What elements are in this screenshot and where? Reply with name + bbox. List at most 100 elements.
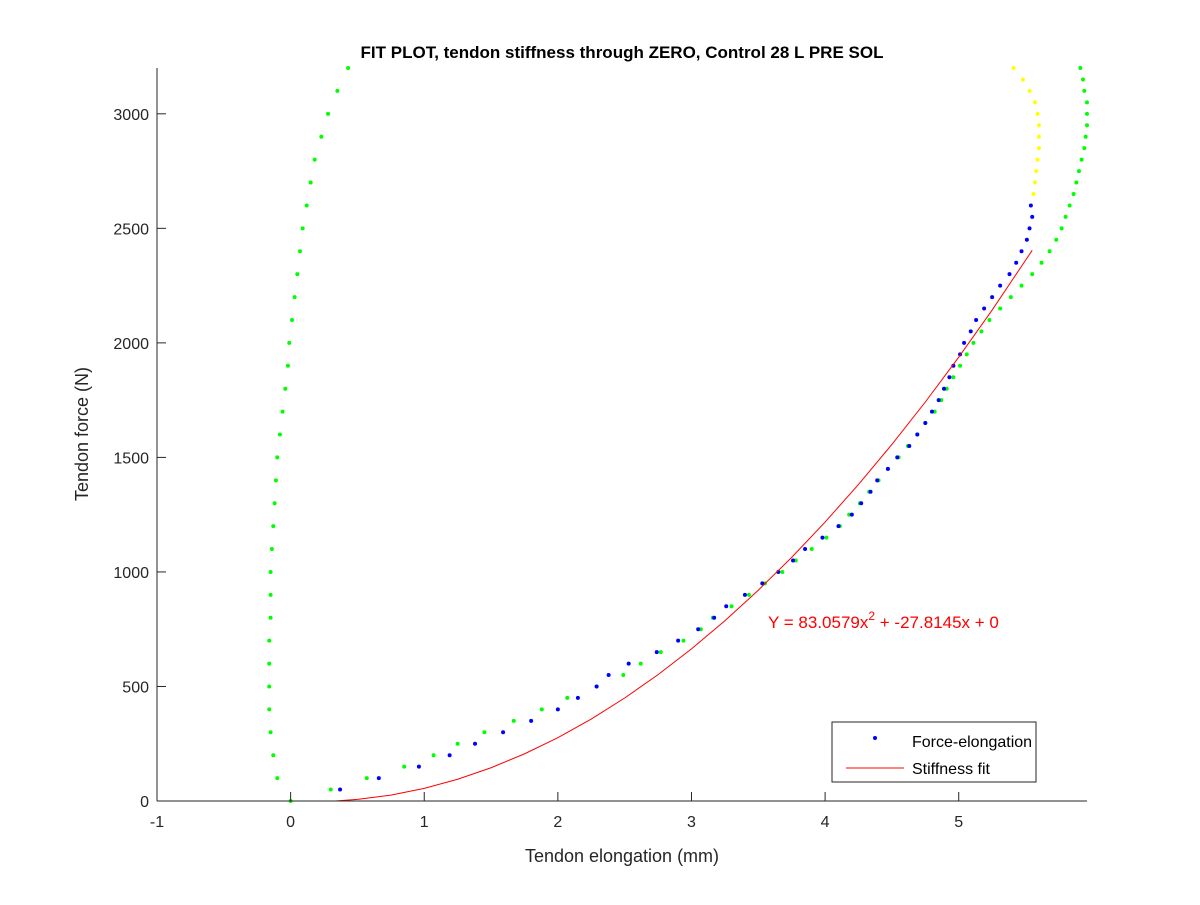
data-point [971, 340, 976, 345]
data-point [1028, 203, 1033, 208]
data-point [346, 66, 351, 70]
data-point [859, 501, 864, 506]
data-point [1035, 157, 1040, 162]
data-point [1036, 123, 1041, 128]
data-point [312, 157, 317, 162]
data-point [885, 466, 890, 471]
data-point [529, 718, 534, 723]
data-point [431, 753, 436, 758]
y-axis-label: Tendon force (N) [72, 367, 92, 501]
data-point [875, 478, 880, 483]
data-point [930, 409, 934, 414]
data-point [1071, 191, 1076, 196]
data-point [1030, 214, 1035, 219]
data-point [1076, 169, 1081, 174]
data-point [376, 776, 381, 781]
data-point [297, 249, 302, 254]
data-point [621, 673, 626, 678]
data-point [836, 524, 841, 529]
data-point [1034, 169, 1039, 174]
data-point [809, 547, 814, 552]
data-point [1031, 191, 1036, 196]
data-point [1036, 146, 1041, 151]
data-point [658, 650, 663, 655]
legend: Force-elongation Stiffness fit [831, 721, 1037, 783]
data-point [696, 627, 701, 632]
legend-swatch [873, 736, 877, 740]
data-point [1039, 260, 1044, 265]
x-tick-label: 1 [420, 814, 429, 831]
data-point [895, 455, 900, 460]
data-point [267, 684, 272, 689]
data-point [565, 695, 570, 700]
data-point [1027, 88, 1032, 93]
data-point [269, 547, 274, 552]
data-point [729, 604, 734, 609]
data-point [923, 421, 928, 426]
data-point [742, 592, 747, 597]
data-point [1036, 134, 1041, 139]
data-point [268, 592, 273, 597]
data-point [1063, 214, 1068, 219]
data-point [1067, 203, 1072, 208]
data-point [958, 363, 963, 368]
data-point [676, 638, 681, 643]
data-point [555, 707, 560, 712]
data-point [304, 203, 309, 208]
data-point [820, 535, 825, 540]
data-point [987, 317, 992, 322]
data-point [998, 306, 1003, 311]
data-point [1059, 226, 1064, 231]
data-point [907, 443, 912, 448]
data-point [1047, 249, 1052, 254]
data-point [275, 455, 280, 460]
data-point [273, 478, 278, 483]
data-point [964, 352, 969, 357]
data-point [275, 776, 280, 781]
data-point [287, 340, 292, 345]
data-point [328, 787, 333, 792]
y-tick-label: 500 [122, 679, 149, 696]
data-point [501, 730, 506, 735]
data-point [268, 569, 273, 574]
data-point [271, 753, 276, 758]
x-tick-label: -1 [150, 814, 164, 831]
y-tick-label: 3000 [113, 107, 149, 124]
data-point [712, 615, 717, 620]
x-axis-label: Tendon elongation (mm) [525, 846, 719, 866]
data-point [292, 295, 297, 300]
data-point [283, 386, 288, 391]
data-point [968, 329, 973, 334]
data-point [990, 295, 995, 300]
data-point [1030, 272, 1035, 277]
data-point [402, 764, 407, 769]
data-point [268, 730, 273, 735]
data-point [1020, 77, 1025, 82]
data-point [936, 398, 941, 403]
data-point [289, 317, 294, 322]
data-point [849, 512, 854, 517]
data-point [277, 432, 282, 437]
data-point [1080, 77, 1085, 82]
data-point [1027, 226, 1032, 231]
x-tick-label: 4 [821, 814, 830, 831]
data-point [1019, 283, 1024, 288]
data-point [1011, 66, 1016, 70]
data-point [455, 741, 460, 746]
data-point [1079, 157, 1084, 162]
data-point [268, 615, 273, 620]
data-point [626, 661, 631, 666]
data-point [824, 535, 829, 540]
data-point [942, 386, 947, 391]
data-point [1082, 88, 1087, 93]
data-point [511, 718, 516, 723]
data-point [962, 340, 967, 345]
data-point [998, 283, 1003, 288]
data-point [1054, 237, 1059, 242]
data-point [539, 707, 544, 712]
data-point [915, 432, 920, 437]
fit-line [335, 250, 1033, 802]
chart-title: FIT PLOT, tendon stiffness through ZERO,… [361, 43, 884, 62]
data-point [974, 317, 979, 322]
data-point [1035, 111, 1040, 116]
